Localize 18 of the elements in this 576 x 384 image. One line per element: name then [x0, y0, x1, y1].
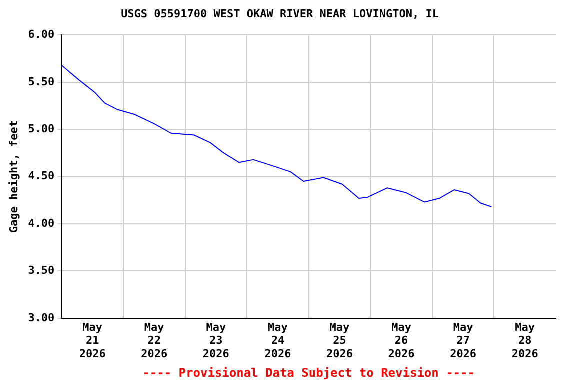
- x-tick-label: May 21 2026: [79, 320, 106, 360]
- text: ---- Provisional Data Subject to Revision ----: [142, 366, 476, 380]
- y-tick-label: 4.50: [28, 170, 55, 183]
- x-tick-label: May 24 2026: [264, 320, 292, 360]
- chart-title: USGS 05591700 WEST OKAW RIVER NEAR LOVINGTON, IL: [121, 7, 440, 20]
- y-tick-label: 3.00: [28, 311, 55, 324]
- x-tick-label: May 22 2026: [141, 320, 168, 360]
- y-tick-label: 5.00: [28, 122, 55, 136]
- x-tick-label: May 25 2026: [326, 320, 354, 360]
- y-axis-title: Gage height, feet: [7, 120, 20, 234]
- x-tick-label: May 26 2026: [388, 320, 416, 360]
- x-tick-label: May 27 2026: [450, 320, 477, 360]
- x-tick-label: May 28 2026: [512, 320, 539, 360]
- y-tick-label: 3.50: [28, 264, 55, 278]
- y-tick-label: 6.00: [28, 28, 55, 42]
- y-tick-label: 5.50: [28, 75, 55, 88]
- y-tick-label: 4.00: [28, 216, 55, 230]
- x-tick-label: May 23 2026: [202, 320, 230, 360]
